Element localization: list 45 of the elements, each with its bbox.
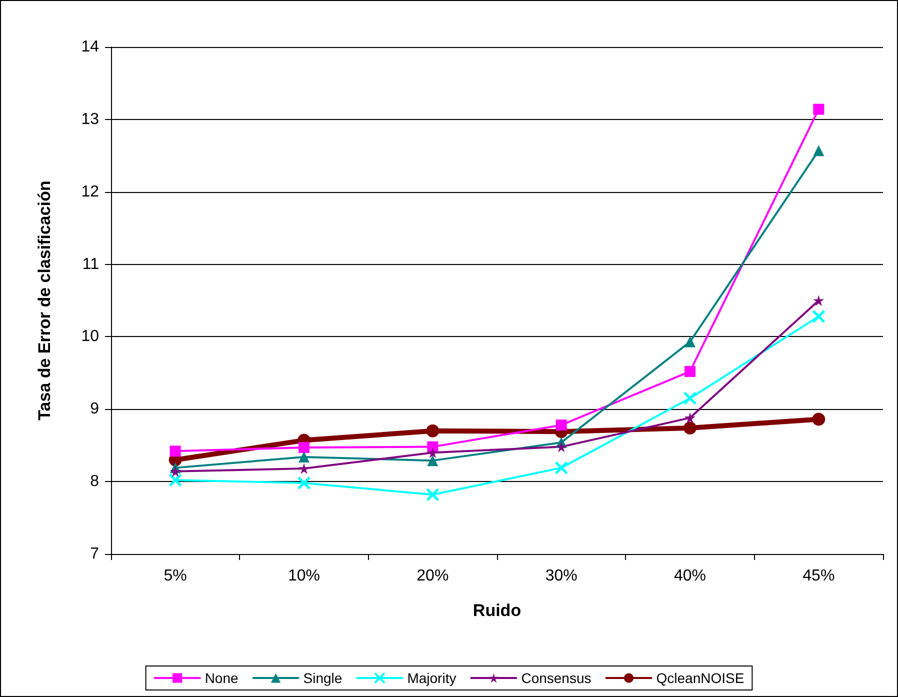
point [426,488,440,502]
legend-label: Consensus [521,670,592,686]
y-tick-label: 8 [90,473,100,490]
point [684,412,696,424]
point [298,463,310,474]
point [170,446,181,457]
point [556,420,567,431]
point [813,104,824,115]
y-tick-label: 9 [90,400,100,418]
y-tick-label: 11 [82,256,100,273]
x-tick-label: 40% [674,568,706,584]
y-tick-label: 7 [90,546,100,562]
point [554,461,568,475]
point [813,145,824,156]
point [298,451,310,462]
point [170,466,181,477]
point [556,441,567,452]
x-tick-label: 30% [545,568,578,584]
point [298,442,310,454]
point [683,392,697,406]
point [684,421,696,434]
y-tick-label: 10 [81,328,100,346]
point [812,412,826,426]
legend-label: Single [303,670,342,686]
point [426,424,440,438]
legend-label: Majority [407,670,456,686]
x-tick-label: 5% [164,568,187,584]
y-tick-label: 13 [81,110,100,128]
point [684,366,696,377]
x-tick-label: 45% [802,568,835,584]
x-axis-title: Ruido [472,601,522,620]
point [813,295,824,306]
legend-label: QcleanNOISE [656,670,744,686]
point [684,336,696,348]
point [297,476,311,490]
point [168,473,182,487]
y-tick-label: 12 [81,183,100,200]
y-tick-label: 14 [81,38,100,56]
legend-label: None [204,670,239,686]
point [427,455,438,466]
x-tick-label: 10% [288,568,320,584]
x-tick-label: 20% [416,568,449,584]
point [427,447,438,458]
point [812,310,826,324]
y-axis-title: Tasa de Error de clasificación [35,180,54,420]
